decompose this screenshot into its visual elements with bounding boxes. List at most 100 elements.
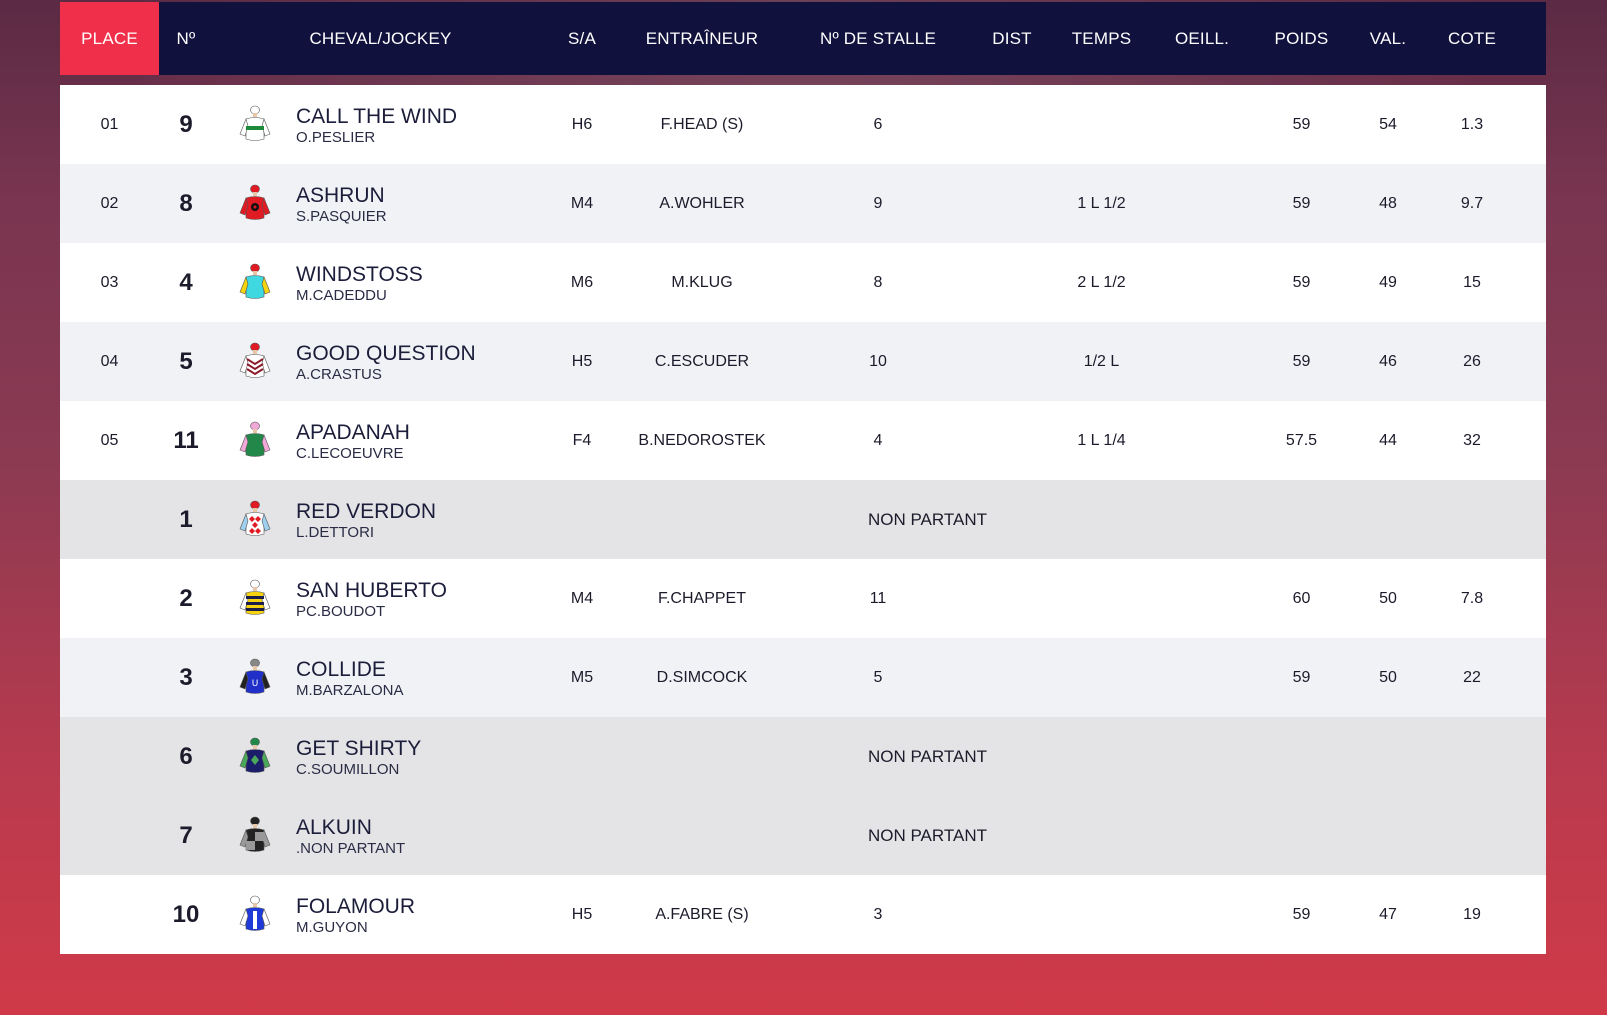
horse-name[interactable]: RED VERDON <box>296 499 437 523</box>
results-table: PLACE Nº CHEVAL/JOCKEY S/A ENTRAÎNEUR Nº… <box>60 2 1546 954</box>
svg-text:U: U <box>251 679 258 689</box>
table-row[interactable]: 3 U COLLIDE M.BARZALONA M5 D.SIMCOCK 5 5… <box>60 638 1546 717</box>
header-gap <box>60 75 1546 85</box>
jockey-name[interactable]: C.SOUMILLON <box>296 760 400 778</box>
table-row[interactable]: 7 ALKUIN .NON PARTANT NON PARTANT <box>60 796 1546 875</box>
horse-name[interactable]: COLLIDE <box>296 657 386 681</box>
horse-name[interactable]: ASHRUN <box>296 183 385 207</box>
finish-place <box>60 480 159 559</box>
horse-name[interactable]: APADANAH <box>296 420 410 444</box>
header-number[interactable]: Nº <box>176 28 196 48</box>
stall-number: 4 <box>873 431 883 449</box>
header-sa[interactable]: S/A <box>567 28 596 48</box>
finish-place: 05 <box>100 431 119 449</box>
distance <box>968 85 1056 164</box>
trainer[interactable]: B.NEDOROSTEK <box>638 431 766 449</box>
odds: 15 <box>1463 273 1481 291</box>
horse-jockey-cell[interactable]: SAN HUBERTO PC.BOUDOT <box>296 559 548 638</box>
jockey-name[interactable]: M.GUYON <box>296 918 368 936</box>
odds: 1.3 <box>1460 115 1484 133</box>
sex-age: M5 <box>570 668 594 686</box>
value: 50 <box>1379 589 1397 607</box>
distance <box>968 322 1056 401</box>
horse-jockey-cell[interactable]: WINDSTOSS M.CADEDDU <box>296 243 548 322</box>
trainer[interactable]: M.KLUG <box>671 273 733 291</box>
jockey-name[interactable]: .NON PARTANT <box>296 839 406 857</box>
jockey-name[interactable]: S.PASQUIER <box>296 207 387 225</box>
sex-age: M4 <box>570 194 594 212</box>
jockey-name[interactable]: M.BARZALONA <box>296 681 404 699</box>
table-row[interactable]: 05 11 APADANAH C.LECOEUVRE F4 B.NEDOROST… <box>60 401 1546 480</box>
distance <box>968 559 1056 638</box>
finish-place: 02 <box>100 194 119 212</box>
header-oeill[interactable]: OEILL. <box>1174 28 1230 48</box>
trainer[interactable]: D.SIMCOCK <box>656 668 748 686</box>
horse-jockey-cell[interactable]: GOOD QUESTION A.CRASTUS <box>296 322 548 401</box>
horse-jockey-cell[interactable]: COLLIDE M.BARZALONA <box>296 638 548 717</box>
horse-jockey-cell[interactable]: GET SHIRTY C.SOUMILLON <box>296 717 548 796</box>
jockey-name[interactable]: M.CADEDDU <box>296 286 387 304</box>
trainer[interactable]: A.WOHLER <box>659 194 745 212</box>
table-row[interactable]: 1 RED VERDON L.DETTORI NON PARTANT <box>60 480 1546 559</box>
trainer[interactable]: A.FABRE (S) <box>655 905 749 923</box>
horse-jockey-cell[interactable]: RED VERDON L.DETTORI <box>296 480 548 559</box>
header-cote[interactable]: COTE <box>1447 28 1497 48</box>
oeilleres <box>1147 243 1257 322</box>
jockey-name[interactable]: L.DETTORI <box>296 523 375 541</box>
table-row[interactable]: 2 SAN HUBERTO PC.BOUDOT M4 F.CHAPPET 11 … <box>60 559 1546 638</box>
temps: 2 L 1/2 <box>1077 273 1126 291</box>
finish-place <box>60 717 159 796</box>
temps <box>1056 85 1147 164</box>
table-body: 01 9 CALL THE WIND O.PESLIER H6 F.HEAD (… <box>60 85 1546 954</box>
trainer[interactable]: C.ESCUDER <box>654 352 750 370</box>
horse-name[interactable]: CALL THE WIND <box>296 104 458 128</box>
header-dist[interactable]: DIST <box>992 28 1032 48</box>
horse-jockey-cell[interactable]: ALKUIN .NON PARTANT <box>296 796 548 875</box>
horse-name[interactable]: GOOD QUESTION <box>296 341 476 365</box>
horse-name[interactable]: FOLAMOUR <box>296 894 416 918</box>
jockey-name[interactable]: C.LECOEUVRE <box>296 444 404 462</box>
jockey-silk-icon <box>213 480 296 559</box>
sex-age: H6 <box>571 115 593 133</box>
trainer[interactable]: F.CHAPPET <box>657 589 746 607</box>
odds: 32 <box>1463 431 1481 449</box>
odds: 9.7 <box>1460 194 1484 212</box>
table-row[interactable]: 02 8 ASHRUN S.PASQUIER M4 A.WOHLER 9 1 L… <box>60 164 1546 243</box>
weight: 59 <box>1292 273 1311 291</box>
temps <box>1056 559 1147 638</box>
header-place[interactable]: PLACE <box>60 2 159 75</box>
table-row[interactable]: 03 4 WINDSTOSS M.CADEDDU M6 M.KLUG 8 2 L… <box>60 243 1546 322</box>
horse-name[interactable]: GET SHIRTY <box>296 736 422 760</box>
oeilleres <box>1147 322 1257 401</box>
jockey-name[interactable]: A.CRASTUS <box>296 365 382 383</box>
table-row[interactable]: 6 GET SHIRTY C.SOUMILLON NON PARTANT <box>60 717 1546 796</box>
distance <box>968 401 1056 480</box>
horse-jockey-cell[interactable]: ASHRUN S.PASQUIER <box>296 164 548 243</box>
odds: 19 <box>1463 905 1481 923</box>
odds: 7.8 <box>1460 589 1484 607</box>
header-poids[interactable]: POIDS <box>1274 28 1329 48</box>
distance <box>968 243 1056 322</box>
horse-name[interactable]: ALKUIN <box>296 815 372 839</box>
horse-name[interactable]: SAN HUBERTO <box>296 578 447 602</box>
header-horse-jockey[interactable]: CHEVAL/JOCKEY <box>309 28 452 48</box>
finish-place: 04 <box>100 352 119 370</box>
table-row[interactable]: 10 FOLAMOUR M.GUYON H5 A.FABRE (S) 3 59 … <box>60 875 1546 954</box>
header-trainer[interactable]: ENTRAÎNEUR <box>645 28 759 48</box>
stall-number: 8 <box>873 273 883 291</box>
header-temps[interactable]: TEMPS <box>1071 28 1132 48</box>
jockey-name[interactable]: PC.BOUDOT <box>296 602 386 620</box>
sex-age: F4 <box>572 431 592 449</box>
jockey-silk-icon <box>213 164 296 243</box>
table-row[interactable]: 01 9 CALL THE WIND O.PESLIER H6 F.HEAD (… <box>60 85 1546 164</box>
horse-jockey-cell[interactable]: CALL THE WIND O.PESLIER <box>296 85 548 164</box>
value: 46 <box>1379 352 1397 370</box>
trainer[interactable]: F.HEAD (S) <box>660 115 744 133</box>
header-val[interactable]: VAL. <box>1369 28 1407 48</box>
table-row[interactable]: 04 5 GOOD QUESTION A.CRASTUS H5 C.ESCUDE… <box>60 322 1546 401</box>
horse-jockey-cell[interactable]: APADANAH C.LECOEUVRE <box>296 401 548 480</box>
horse-name[interactable]: WINDSTOSS <box>296 262 423 286</box>
header-stall[interactable]: Nº DE STALLE <box>820 28 936 48</box>
jockey-name[interactable]: O.PESLIER <box>296 128 376 146</box>
horse-jockey-cell[interactable]: FOLAMOUR M.GUYON <box>296 875 548 954</box>
